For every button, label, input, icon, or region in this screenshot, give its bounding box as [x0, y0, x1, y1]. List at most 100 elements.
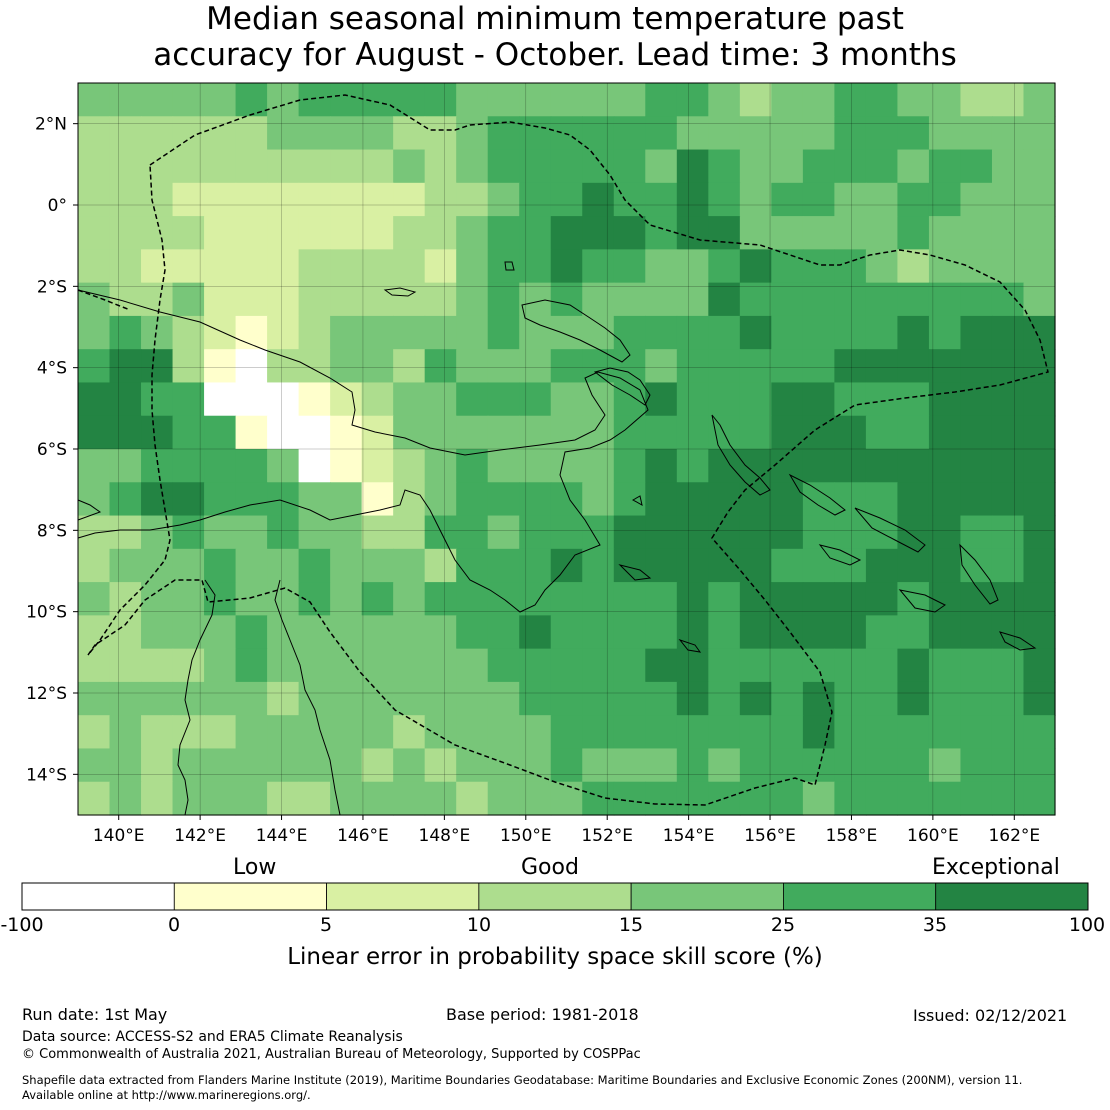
grid-cell	[708, 116, 741, 151]
grid-cell	[834, 382, 867, 417]
y-tick-label: 10°S	[26, 603, 67, 623]
grid-cell	[771, 781, 804, 816]
grid-cell	[834, 681, 867, 716]
grid-cell	[235, 83, 268, 117]
grid-cell	[865, 715, 899, 750]
grid-cell	[78, 249, 111, 284]
grid-cell	[361, 715, 394, 750]
grid-cell	[676, 149, 709, 184]
grid-cell	[1023, 116, 1056, 151]
x-tick-label: 156°E	[744, 826, 796, 846]
grid-cell	[582, 83, 615, 117]
grid-cell	[424, 216, 457, 250]
grid-cell	[676, 648, 709, 683]
grid-cell	[78, 482, 111, 517]
grid-cell	[298, 748, 331, 783]
colorbar-tick-label: -100	[0, 914, 44, 936]
grid-cell	[487, 681, 520, 716]
grid-cell	[834, 748, 867, 783]
grid-cell	[361, 582, 394, 616]
grid-cell	[298, 449, 331, 483]
grid-cell	[204, 282, 237, 317]
grid-cell	[330, 149, 363, 184]
grid-cell	[991, 548, 1025, 583]
grid-cell	[960, 216, 993, 250]
grid-cell	[865, 515, 899, 550]
x-tick-label: 148°E	[419, 826, 471, 846]
grid-cell	[330, 282, 363, 317]
grid-cell	[487, 349, 520, 384]
colorbar-tick-label: 25	[770, 914, 796, 936]
y-tick-label: 6°S	[37, 440, 67, 460]
grid-cell	[487, 515, 520, 550]
grid-cell	[550, 282, 583, 317]
grid-cell	[172, 582, 205, 616]
grid-cell	[834, 349, 867, 384]
grid-cell	[960, 582, 993, 616]
grid-cell	[960, 715, 993, 750]
grid-cell	[361, 681, 394, 716]
grid-cell	[109, 282, 142, 317]
grid-cell	[298, 349, 331, 384]
grid-cell	[802, 315, 835, 350]
grid-cell	[802, 216, 835, 250]
grid-cell	[424, 582, 457, 616]
grid-cell	[235, 781, 268, 816]
grid-cell	[456, 382, 489, 417]
grid-cell	[645, 548, 678, 583]
grid-cell	[613, 748, 646, 783]
grid-cell	[928, 582, 962, 616]
lat-lon-gridlines	[78, 83, 1055, 815]
grid-cell	[519, 515, 552, 550]
grid-cell	[267, 415, 300, 450]
y-tick-label: 0°	[48, 196, 67, 216]
grid-cell	[802, 548, 835, 583]
grid-cell	[771, 249, 804, 284]
grid-cell	[78, 648, 111, 683]
grid-cell	[298, 116, 331, 151]
grid-cell	[865, 615, 899, 650]
grid-cell	[109, 715, 142, 750]
grid-cell	[267, 482, 300, 517]
grid-cell	[298, 548, 331, 583]
grid-cell	[487, 282, 520, 317]
grid-cell	[519, 182, 552, 217]
grid-cell	[456, 149, 489, 184]
grid-cell	[1023, 648, 1056, 683]
grid-cell	[550, 415, 583, 450]
x-tick-label: 162°E	[988, 826, 1040, 846]
colorbar-tick-label: 15	[618, 914, 644, 936]
grid-cell	[424, 548, 457, 583]
grid-cell	[78, 449, 111, 483]
grid-cell	[235, 382, 268, 417]
grid-cell	[361, 515, 394, 550]
grid-cell	[235, 149, 268, 184]
grid-cell	[487, 715, 520, 750]
grid-cell	[613, 781, 646, 816]
grid-cell	[645, 582, 678, 616]
grid-cell	[897, 282, 930, 317]
grid-cell	[771, 648, 804, 683]
x-axis-ticks: 140°E 142°E 144°E 146°E 148°E 150°E 152°E 154°E…	[93, 815, 1040, 846]
grid-cell	[991, 315, 1025, 350]
grid-cell	[393, 548, 426, 583]
grid-cell	[550, 781, 583, 816]
grid-cell	[78, 182, 111, 217]
grid-cell	[330, 781, 363, 816]
grid-cell	[393, 715, 426, 750]
grid-cell	[645, 515, 678, 550]
grid-cell	[1023, 315, 1056, 350]
grid-cell	[141, 648, 174, 683]
grid-cell	[141, 382, 174, 417]
grid-cell	[519, 349, 552, 384]
grid-cell	[141, 615, 174, 650]
grid-cell	[141, 681, 174, 716]
grid-cell	[172, 415, 205, 450]
grid-cell	[78, 315, 111, 350]
grid-cell	[267, 648, 300, 683]
grid-cell	[424, 382, 457, 417]
grid-cell	[897, 615, 930, 650]
grid-cell	[393, 382, 426, 417]
grid-cell	[771, 83, 804, 117]
grid-cell	[676, 515, 709, 550]
